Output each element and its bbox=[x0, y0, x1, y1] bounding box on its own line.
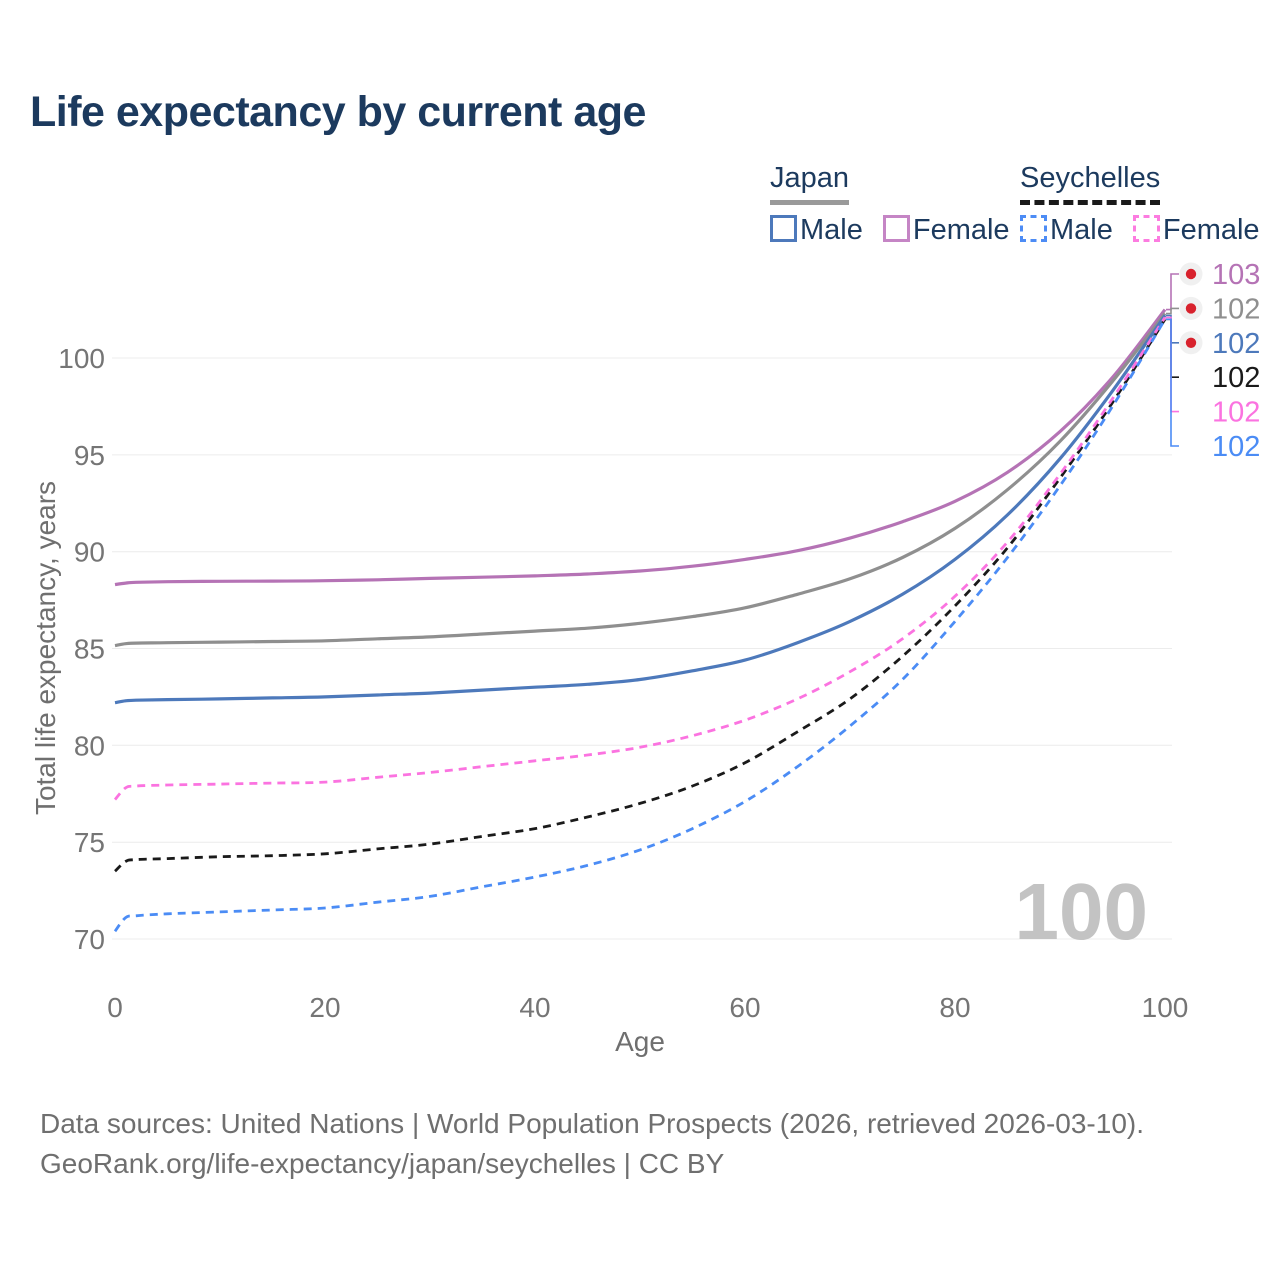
japan-female-label[interactable]: Female bbox=[912, 214, 1010, 246]
seychelles-male-swatch[interactable] bbox=[1020, 215, 1047, 242]
legend-group-japan: Japan Male Female bbox=[770, 162, 1010, 247]
y-tick-label: 95 bbox=[74, 440, 105, 471]
legend-seychelles-title[interactable]: Seychelles bbox=[1020, 162, 1161, 205]
japan-male-label[interactable]: Male bbox=[800, 214, 863, 246]
end-value-label: 102 bbox=[1212, 328, 1260, 360]
end-value-label: 102 bbox=[1212, 293, 1260, 325]
x-tick-label: 60 bbox=[729, 992, 760, 1023]
series-line-seychelles-both-sexes[interactable] bbox=[114, 318, 1167, 873]
series-line-japan-both-sexes[interactable] bbox=[114, 312, 1167, 648]
x-tick-label: 40 bbox=[519, 992, 550, 1023]
x-tick-label: 0 bbox=[107, 992, 123, 1023]
x-tick-label: 80 bbox=[939, 992, 970, 1023]
leader-line bbox=[1166, 307, 1179, 315]
x-axis-title: Age bbox=[615, 1026, 665, 1057]
legend-group-seychelles: Seychelles Male Female bbox=[1020, 162, 1260, 247]
x-tick-label: 100 bbox=[1142, 992, 1189, 1023]
japan-male-swatch[interactable] bbox=[770, 215, 797, 242]
seychelles-female-swatch[interactable] bbox=[1132, 215, 1160, 242]
footer-sources-line: Data sources: United Nations | World Pop… bbox=[40, 1108, 1145, 1139]
x-tick-label: 20 bbox=[309, 992, 340, 1023]
leader-line bbox=[1166, 318, 1179, 447]
y-tick-label: 80 bbox=[74, 730, 105, 761]
leader-line bbox=[1166, 273, 1179, 311]
y-tick-label: 90 bbox=[74, 537, 105, 568]
series-line-seychelles-male[interactable] bbox=[113, 318, 1167, 933]
y-tick-label: 75 bbox=[74, 827, 105, 858]
end-value-label: 102 bbox=[1212, 431, 1260, 463]
seychelles-female-label[interactable]: Female bbox=[1162, 214, 1260, 246]
seychelles-male-label[interactable]: Male bbox=[1050, 214, 1113, 246]
end-value-label: 102 bbox=[1212, 397, 1260, 429]
y-tick-label: 70 bbox=[74, 924, 105, 955]
series-line-japan-female[interactable] bbox=[114, 308, 1167, 587]
y-tick-label: 100 bbox=[58, 343, 105, 374]
end-value-label: 102 bbox=[1212, 362, 1260, 394]
leader-line bbox=[1166, 318, 1179, 378]
leader-line bbox=[1166, 316, 1179, 413]
japan-flag-icon bbox=[1179, 296, 1203, 320]
legend-japan-title[interactable]: Japan bbox=[770, 162, 850, 205]
japan-flag-icon bbox=[1179, 262, 1203, 286]
series-line-seychelles-female[interactable] bbox=[113, 316, 1167, 801]
series-line-japan-male[interactable] bbox=[114, 314, 1167, 705]
page-title: Life expectancy by current age bbox=[30, 88, 646, 136]
footer-url-line: GeoRank.org/life-expectancy/japan/seyche… bbox=[40, 1148, 725, 1179]
age-counter: 100 bbox=[1014, 867, 1148, 956]
y-tick-label: 85 bbox=[74, 634, 105, 665]
japan-female-swatch[interactable] bbox=[882, 215, 910, 242]
japan-flag-icon bbox=[1179, 331, 1203, 355]
footer: Data sources: United Nations | World Pop… bbox=[40, 1104, 1144, 1184]
end-value-label: 103 bbox=[1212, 259, 1260, 291]
